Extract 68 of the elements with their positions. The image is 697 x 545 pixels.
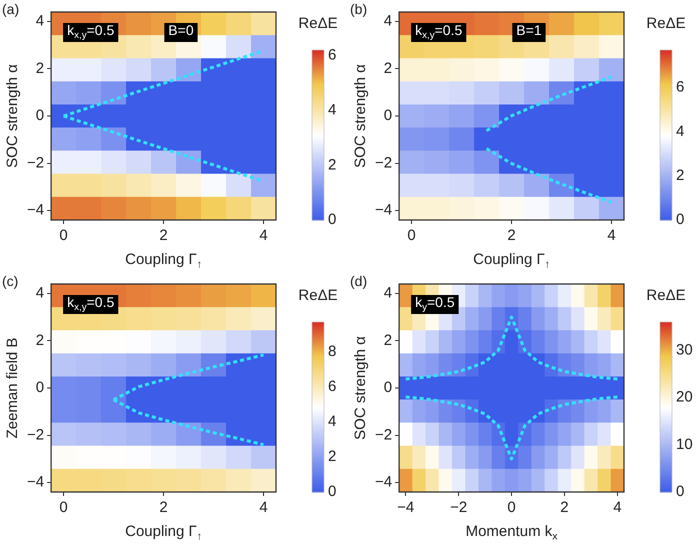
x-tick-label: 4 [259, 499, 268, 516]
x-tick-label: 0 [59, 227, 68, 244]
y-axis-title: SOC strength α [352, 64, 370, 168]
y-tick-label: −4 [26, 474, 44, 491]
y-tick-label: 0 [384, 379, 392, 396]
color-bar-label: 0 [676, 211, 684, 228]
color-bar-label: 0 [328, 211, 336, 228]
color-bar-label: 10 [676, 436, 693, 453]
color-bar-label: 6 [328, 46, 336, 64]
x-tick-label: −2 [450, 499, 468, 516]
x-axis-title: Coupling Γ↑ [125, 523, 202, 542]
x-tick-label: 0 [407, 227, 416, 244]
y-tick-label: 2 [384, 332, 392, 349]
x-axis-title: Coupling Γ↑ [125, 251, 202, 270]
x-tick-label: 0 [59, 499, 68, 516]
y-axis-title: SOC strength α [4, 64, 22, 168]
color-bar-title: ReΔE [298, 287, 338, 304]
color-bar-label: 20 [676, 388, 693, 406]
x-tick-label: 0 [507, 499, 516, 516]
color-bar-title: ReΔE [646, 287, 686, 304]
x-tick-label: 4 [607, 227, 616, 244]
color-bar-label: 2 [328, 156, 336, 174]
y-tick-label: 0 [36, 107, 44, 124]
color-bar-title: ReΔE [298, 15, 338, 32]
x-tick-label: 2 [507, 227, 516, 244]
chart-title: (c) [2, 272, 18, 289]
color-bar-label: 6 [328, 378, 336, 395]
y-tick-label: 4 [36, 12, 44, 30]
y-tick-label: 2 [36, 60, 44, 77]
y-tick-label: −4 [374, 202, 392, 219]
color-bar-label: 4 [328, 101, 336, 118]
color-bar-label: 2 [328, 448, 336, 466]
chart-title: (d) [350, 272, 368, 289]
color-bar-label: 6 [676, 78, 684, 96]
y-tick-label: 0 [384, 107, 392, 124]
y-tick-label: 4 [384, 284, 392, 302]
x-tick-label: 2 [560, 499, 569, 516]
y-axis-title: SOC strength α [352, 336, 370, 440]
y-tick-label: 2 [36, 332, 44, 349]
color-bar-label: 4 [328, 413, 336, 430]
y-tick-label: 4 [36, 284, 44, 302]
annotation: B=1 [516, 22, 542, 38]
y-tick-label: −2 [26, 426, 44, 444]
y-tick-label: −2 [26, 154, 44, 172]
color-bar-title: ReΔE [646, 15, 686, 32]
color-bar-label: 8 [328, 342, 336, 360]
y-axis-title: Zeeman field B [4, 338, 22, 438]
color-bar-label: 0 [328, 483, 336, 500]
x-tick-label: −4 [397, 499, 414, 516]
y-tick-label: 4 [384, 12, 392, 30]
annotation: B=0 [168, 22, 194, 38]
x-tick-label: 4 [613, 499, 622, 516]
x-tick-label: 2 [159, 227, 168, 244]
color-bar-label: 2 [676, 166, 684, 184]
chart-title: (b) [350, 0, 368, 17]
x-tick-label: 2 [159, 499, 168, 516]
color-bar-label: 0 [676, 483, 684, 500]
chart-title: (a) [2, 0, 20, 17]
y-tick-label: −4 [374, 474, 392, 491]
y-tick-label: −2 [374, 154, 392, 172]
y-tick-label: 2 [384, 60, 392, 77]
y-tick-label: 0 [36, 379, 44, 396]
color-bar-label: 30 [676, 341, 693, 358]
y-tick-label: −2 [374, 426, 392, 444]
x-tick-label: 4 [259, 227, 268, 244]
y-tick-label: −4 [26, 202, 44, 219]
color-bar-label: 4 [676, 122, 684, 140]
x-axis-title: Coupling Γ↑ [473, 251, 550, 270]
